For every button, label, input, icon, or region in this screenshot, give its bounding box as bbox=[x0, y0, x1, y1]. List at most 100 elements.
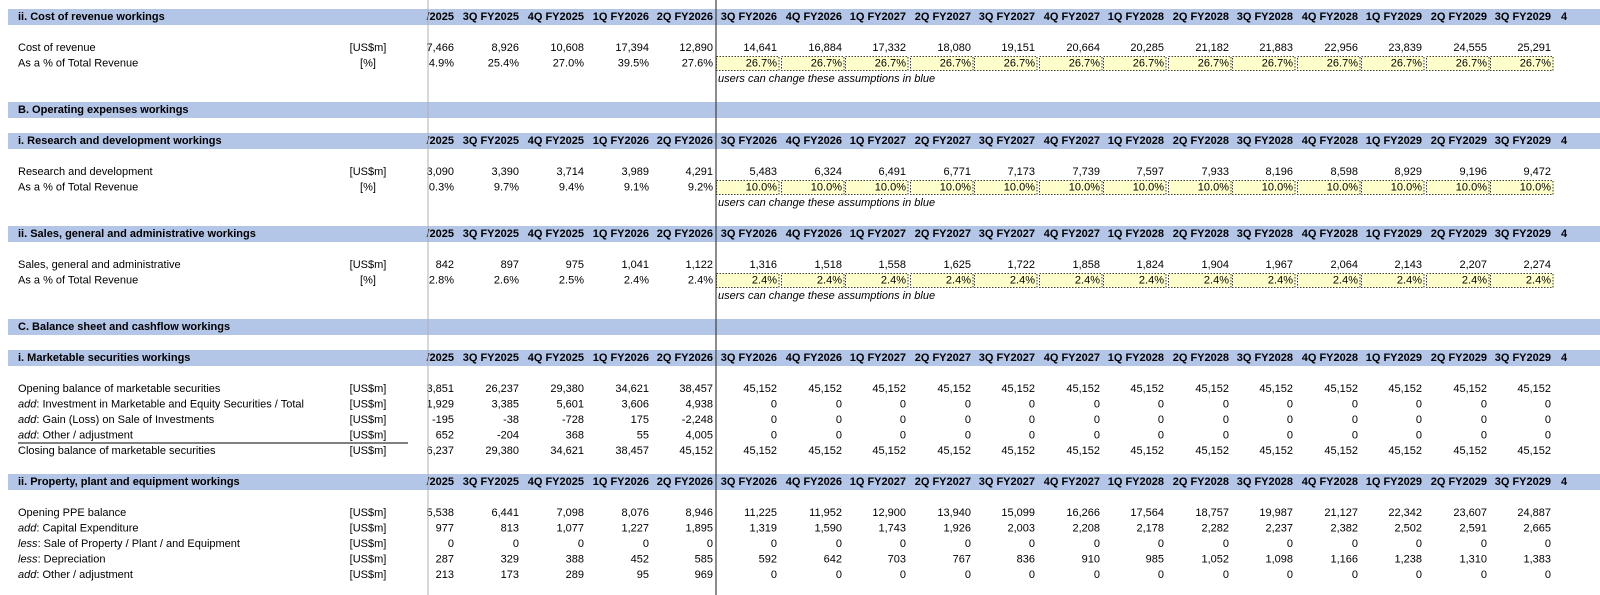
cell-value: 45,152 bbox=[1388, 383, 1422, 395]
cell-value: 34,621 bbox=[615, 383, 649, 395]
period-header: 3Q FY2028 bbox=[1237, 135, 1293, 147]
input-cell bbox=[1361, 56, 1425, 71]
cell-value: -2,248 bbox=[682, 414, 713, 426]
cell-value: 1,098 bbox=[1265, 553, 1293, 565]
cell-value: 6,771 bbox=[943, 166, 971, 178]
cell-value: 8,929 bbox=[1394, 166, 1422, 178]
period-header: 2Q FY2028 bbox=[1173, 11, 1229, 23]
input-cell bbox=[781, 180, 845, 195]
cell-value: 1,967 bbox=[1265, 259, 1293, 271]
input-cell bbox=[910, 180, 974, 195]
cell-value: 45,152 bbox=[872, 383, 906, 395]
cell-value: 0 bbox=[1481, 538, 1487, 550]
row-label-text: As a % of Total Revenue bbox=[18, 57, 138, 69]
row-label: Closing balance of marketable securities bbox=[18, 445, 216, 457]
row-label-text: As a % of Total Revenue bbox=[18, 181, 138, 193]
section-bar bbox=[8, 319, 1600, 335]
period-header: 4Q FY2028 bbox=[1302, 11, 1358, 23]
cell-value: 9.4% bbox=[559, 181, 584, 193]
input-cell bbox=[845, 56, 909, 71]
period-header: 3Q FY2026 bbox=[721, 352, 777, 364]
cell-value: -204 bbox=[497, 429, 519, 441]
cell-value: 45,152 bbox=[872, 445, 906, 457]
section-bar bbox=[8, 9, 1600, 25]
period-header: 2Q FY2029 bbox=[1431, 352, 1487, 364]
cell-value: 45,152 bbox=[1517, 445, 1551, 457]
section-title: C. Balance sheet and cashflow workings bbox=[18, 321, 230, 333]
row-label-text: : Other / adjustment bbox=[36, 569, 133, 581]
period-header: 3Q FY2026 bbox=[721, 228, 777, 240]
cell-value: 0 bbox=[900, 538, 906, 550]
row-unit: [US$m] bbox=[350, 538, 387, 550]
input-cell bbox=[1103, 56, 1167, 71]
cell-value: 26.7% bbox=[1520, 57, 1551, 69]
cell-value: 26.7% bbox=[746, 57, 777, 69]
period-header: 1Q FY2028 bbox=[1108, 476, 1164, 488]
cell-value: 0 bbox=[707, 538, 713, 550]
cell-value: 45,152 bbox=[679, 445, 713, 457]
cell-value: 2.4% bbox=[1268, 274, 1293, 286]
cell-value: 0 bbox=[836, 569, 842, 581]
input-cell bbox=[1426, 56, 1490, 71]
cell-value: 0 bbox=[900, 429, 906, 441]
period-header: 1Q FY2029 bbox=[1366, 476, 1422, 488]
cell-value: 8,946 bbox=[685, 507, 713, 519]
section-title: ii. Property, plant and equipment workin… bbox=[18, 476, 240, 488]
cell-value: 2.4% bbox=[1397, 274, 1422, 286]
cell-value: 26.7% bbox=[811, 57, 842, 69]
section-bar bbox=[8, 350, 1600, 366]
cell-value: 0 bbox=[643, 538, 649, 550]
cell-value: 13,940 bbox=[937, 507, 971, 519]
period-header: 2Q FY2027 bbox=[915, 476, 971, 488]
cell-value: 2,382 bbox=[1330, 522, 1358, 534]
cell-value: 0 bbox=[965, 398, 971, 410]
cell-value: 0 bbox=[1287, 569, 1293, 581]
row-label-text: Opening balance of marketable securities bbox=[18, 383, 221, 395]
cell-value: 0 bbox=[1029, 538, 1035, 550]
cell-value: 969 bbox=[695, 569, 713, 581]
row-prefix: less bbox=[18, 553, 38, 565]
cell-value: 45,152 bbox=[1130, 383, 1164, 395]
cell-value: 9,472 bbox=[1523, 166, 1551, 178]
cell-value: 29,380 bbox=[485, 445, 519, 457]
cell-value: 45,152 bbox=[1001, 383, 1035, 395]
cell-value: 2.4% bbox=[881, 274, 906, 286]
input-cell bbox=[1039, 180, 1103, 195]
cell-value: 0 bbox=[1481, 429, 1487, 441]
period-header: 3Q FY2029 bbox=[1495, 352, 1551, 364]
cell-value: 0 bbox=[1545, 569, 1551, 581]
cell-value: 24,555 bbox=[1453, 42, 1487, 54]
cell-value: 3,851 bbox=[426, 383, 454, 395]
cell-value: 3,390 bbox=[491, 166, 519, 178]
cell-value: 0 bbox=[448, 538, 454, 550]
row-label-text: Closing balance of marketable securities bbox=[18, 445, 216, 457]
period-header: /2025 bbox=[426, 352, 454, 364]
cell-value: 977 bbox=[436, 522, 454, 534]
cell-value: 8,076 bbox=[621, 507, 649, 519]
period-header: 3Q FY2028 bbox=[1237, 476, 1293, 488]
cell-value: 289 bbox=[566, 569, 584, 581]
period-header: 1Q FY2028 bbox=[1108, 135, 1164, 147]
input-cell bbox=[845, 180, 909, 195]
cell-value: 27.6% bbox=[682, 57, 713, 69]
cell-value: 0 bbox=[1223, 398, 1229, 410]
cell-value: 0 bbox=[900, 414, 906, 426]
cell-value: 20,285 bbox=[1130, 42, 1164, 54]
cell-value: 0 bbox=[1352, 398, 1358, 410]
cell-value: 2,003 bbox=[1007, 522, 1035, 534]
cell-value: -728 bbox=[562, 414, 584, 426]
cell-value: 1,041 bbox=[621, 259, 649, 271]
cell-value: 8,598 bbox=[1330, 166, 1358, 178]
cell-value: 3,090 bbox=[426, 166, 454, 178]
input-cell bbox=[910, 56, 974, 71]
cell-value: 19,151 bbox=[1001, 42, 1035, 54]
cell-value: 0 bbox=[836, 538, 842, 550]
input-cell bbox=[974, 180, 1038, 195]
input-cell bbox=[781, 273, 845, 288]
cell-value: 0 bbox=[1094, 398, 1100, 410]
cell-value: 10.0% bbox=[1262, 181, 1293, 193]
cell-value: 2.4% bbox=[688, 274, 713, 286]
input-cell bbox=[1168, 180, 1232, 195]
period-header: 2Q FY2026 bbox=[657, 135, 713, 147]
